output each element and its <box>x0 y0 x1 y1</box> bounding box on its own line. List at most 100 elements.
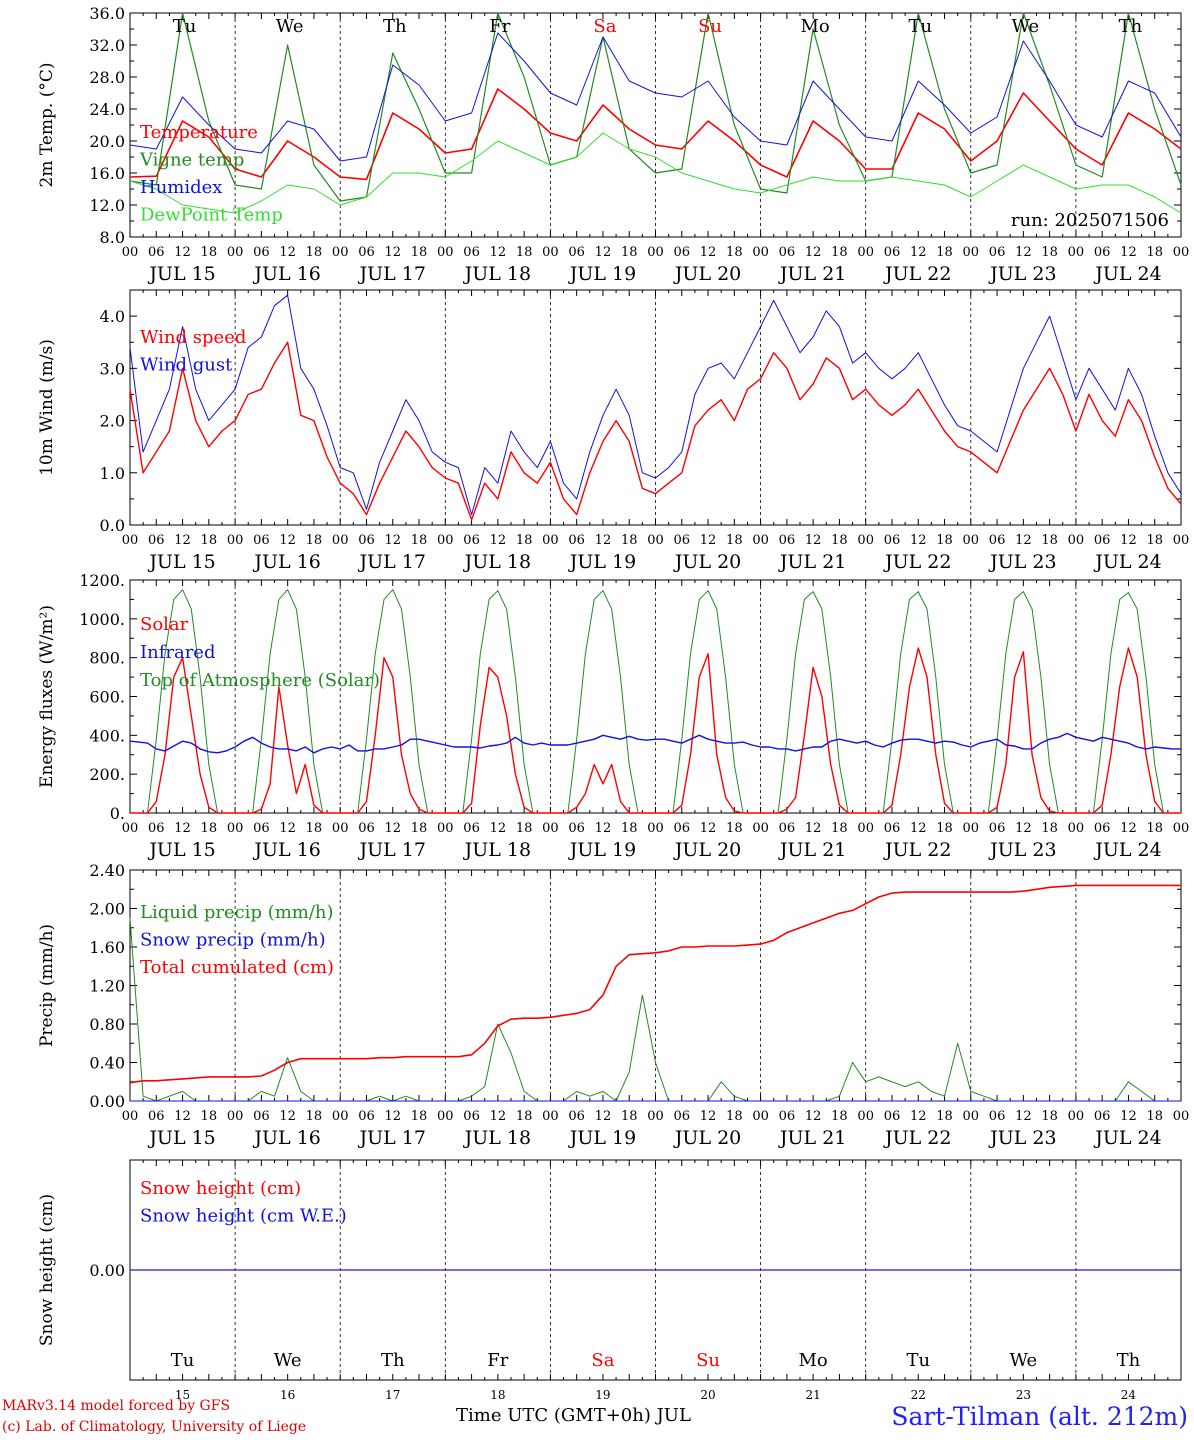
hour-tick-label: 18 <box>936 533 953 548</box>
day-number-label: 18 <box>490 1388 505 1400</box>
hour-tick-label: 18 <box>1146 821 1163 836</box>
day-number-label: 21 <box>806 1388 821 1400</box>
hour-tick-label: 12 <box>1015 821 1032 836</box>
y-tick-label: 600. <box>89 688 125 707</box>
day-label: JUL 24 <box>1093 263 1161 285</box>
hour-tick-label: 18 <box>831 533 848 548</box>
legend-entry: DewPoint Temp <box>140 205 283 226</box>
day-label: JUL 21 <box>778 263 846 285</box>
weekday-label: We <box>274 1350 302 1371</box>
hour-tick-label: 00 <box>752 533 769 548</box>
y-tick-label: 28.0 <box>89 68 125 87</box>
hour-tick-label: 12 <box>1120 245 1137 260</box>
hour-tick-label: 00 <box>857 1109 874 1124</box>
hour-tick-label: 12 <box>805 245 822 260</box>
hour-tick-label: 12 <box>490 821 507 836</box>
hour-tick-label: 06 <box>884 533 901 548</box>
day-number-label: 24 <box>1121 1388 1137 1400</box>
weekday-label: Su <box>698 16 722 37</box>
legend-entry: Snow height (cm) <box>140 1178 301 1199</box>
day-label: JUL 17 <box>358 263 426 285</box>
hour-tick-label: 18 <box>726 1109 743 1124</box>
y-tick-label: 1.60 <box>89 938 125 957</box>
hour-tick-label: 00 <box>963 1109 980 1124</box>
hour-tick-label: 06 <box>989 533 1006 548</box>
hour-tick-label: 00 <box>227 821 244 836</box>
hour-tick-label: 18 <box>831 1109 848 1124</box>
hour-tick-label: 00 <box>542 533 559 548</box>
hour-tick-label: 12 <box>805 533 822 548</box>
hour-tick-label: 12 <box>700 1109 717 1124</box>
station-name: Sart-Tilman (alt. 212m) <box>891 1402 1188 1431</box>
hour-tick-label: 12 <box>174 533 191 548</box>
hour-tick-label: 00 <box>857 821 874 836</box>
hour-tick-label: 06 <box>989 1109 1006 1124</box>
hour-tick-label: 06 <box>358 245 375 260</box>
hour-tick-label: 06 <box>674 245 691 260</box>
hour-tick-label: 12 <box>595 533 612 548</box>
hour-tick-label: 18 <box>201 1109 218 1124</box>
hour-tick-label: 00 <box>857 533 874 548</box>
hour-tick-label: 00 <box>963 821 980 836</box>
hour-tick-label: 06 <box>674 821 691 836</box>
hour-tick-label: 00 <box>1173 533 1190 548</box>
hour-tick-label: 12 <box>384 1109 401 1124</box>
hour-tick-label: 18 <box>411 821 428 836</box>
hour-tick-label: 00 <box>647 1109 664 1124</box>
y-tick-label: 36.0 <box>89 4 125 23</box>
hour-tick-label: 18 <box>831 245 848 260</box>
hour-tick-label: 06 <box>463 245 480 260</box>
hour-tick-label: 06 <box>568 533 585 548</box>
y-tick-label: 0.80 <box>89 1015 125 1034</box>
hour-tick-label: 18 <box>516 821 533 836</box>
day-label: JUL 24 <box>1093 551 1161 573</box>
series-line-3-3 <box>129 732 1181 754</box>
day-label: JUL 24 <box>1093 1127 1161 1149</box>
y-axis-label: Precip (mm/h) <box>37 924 57 1047</box>
day-label: JUL 19 <box>568 263 636 285</box>
hour-tick-label: 06 <box>253 533 270 548</box>
hour-tick-label: 06 <box>358 1109 375 1124</box>
hour-tick-label: 18 <box>411 245 428 260</box>
hour-tick-label: 06 <box>463 821 480 836</box>
day-label: JUL 19 <box>568 551 636 573</box>
day-number-label: 16 <box>280 1388 295 1400</box>
time-axis-label: Time UTC (GMT+0h) JUL <box>456 1405 691 1426</box>
day-number-label: 23 <box>1016 1388 1031 1400</box>
day-label: JUL 20 <box>673 1127 741 1149</box>
hour-tick-label: 00 <box>647 821 664 836</box>
y-tick-label: 20.0 <box>89 132 125 151</box>
day-label: JUL 17 <box>358 551 426 573</box>
hour-tick-label: 06 <box>674 533 691 548</box>
day-label: JUL 23 <box>988 551 1056 573</box>
day-label: JUL 16 <box>252 263 320 285</box>
legend-entry: Top of Atmosphere (Solar) <box>140 670 380 691</box>
hour-tick-label: 12 <box>279 821 296 836</box>
hour-tick-label: 06 <box>779 821 796 836</box>
hour-tick-label: 06 <box>568 245 585 260</box>
hour-tick-label: 00 <box>1068 245 1085 260</box>
hour-tick-label: 12 <box>1120 821 1137 836</box>
hour-tick-label: 06 <box>1094 533 1111 548</box>
series-line-2-1 <box>129 341 1182 521</box>
day-number-label: 20 <box>700 1388 715 1400</box>
series-line-1-4 <box>129 132 1182 214</box>
hour-tick-label: 12 <box>910 533 927 548</box>
hour-tick-label: 06 <box>148 245 165 260</box>
hour-tick-label: 00 <box>542 245 559 260</box>
day-label: JUL 20 <box>673 551 741 573</box>
meteogram: 8.0 12.0 16.0 20.0 24.0 28.0 32.0 36.0 2m Temp. … <box>37 4 1190 1400</box>
legend-entry: Snow height (cm W.E.) <box>140 1206 347 1227</box>
hour-tick-label: 06 <box>779 245 796 260</box>
series-line-1-3 <box>129 32 1182 162</box>
y-tick-label: 200. <box>89 765 125 784</box>
hour-tick-label: 00 <box>963 245 980 260</box>
hour-tick-label: 12 <box>384 533 401 548</box>
weekday-label: Th <box>383 16 407 37</box>
hour-tick-label: 12 <box>910 1109 927 1124</box>
weekday-label: Sa <box>593 16 616 37</box>
hour-tick-label: 06 <box>989 821 1006 836</box>
day-label: JUL 20 <box>673 839 741 861</box>
day-label: JUL 22 <box>883 1127 951 1149</box>
hour-tick-label: 06 <box>1094 245 1111 260</box>
